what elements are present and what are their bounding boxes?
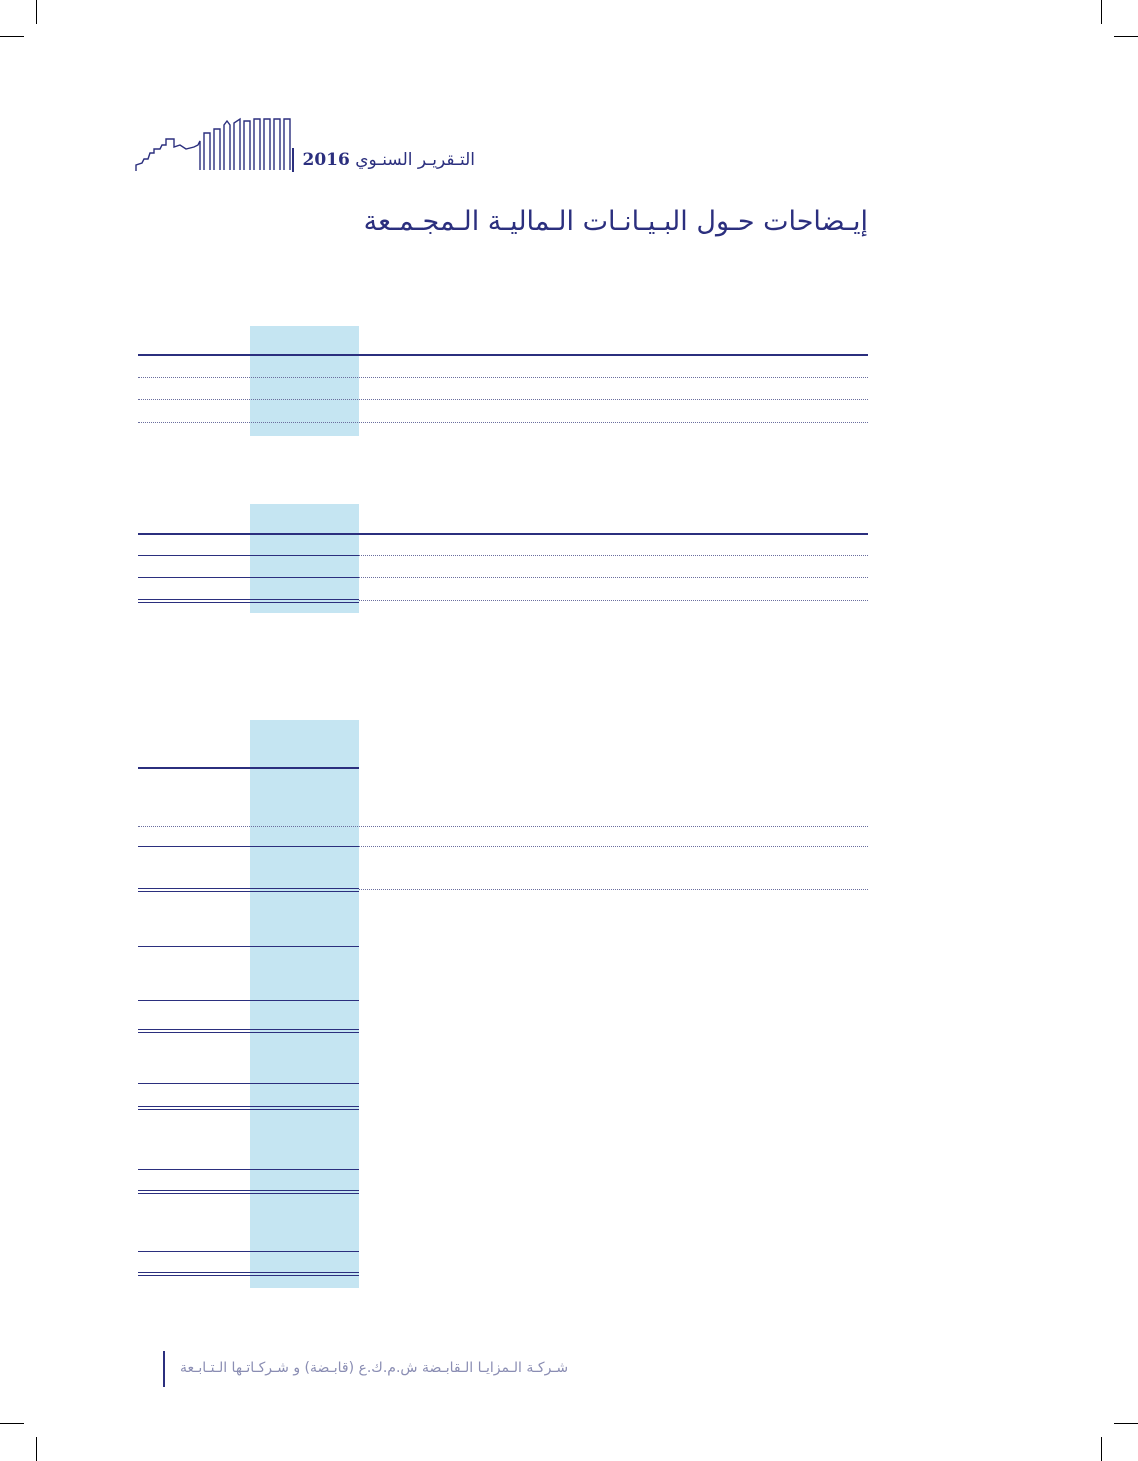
table-2-row-separator <box>359 600 868 601</box>
table-3-amount-rule <box>138 1000 359 1001</box>
report-header: التـقريـر السنـوي 2016 <box>300 150 476 170</box>
table-1-row-separator <box>138 377 868 378</box>
crop-mark-bottom-right-h <box>1114 1423 1138 1424</box>
table-1-header-rule <box>138 354 868 356</box>
table-2-header-rule <box>138 533 868 535</box>
crop-mark-top-left-h <box>0 36 24 37</box>
table-3-total-rule <box>138 1272 359 1276</box>
crop-mark-top-right-v <box>1101 0 1102 24</box>
table-3-total-rule <box>138 1029 359 1033</box>
table-1-row-separator <box>138 422 868 423</box>
footer-company-name: شـركـة الـمزايـا الـقابـضة ش.م.ك.ع (قابـ… <box>180 1360 569 1376</box>
report-title: التـقريـر السنـوي <box>355 150 475 170</box>
crop-mark-top-right-h <box>1114 36 1138 37</box>
table-3-amount-rule <box>138 1169 359 1170</box>
table-3-amount-rule <box>138 1251 359 1252</box>
table-3-total-rule <box>138 888 359 892</box>
table-2-row-separator <box>359 555 868 556</box>
table-2-highlight-column <box>250 504 359 613</box>
header-divider <box>292 148 294 172</box>
table-3-total-rule <box>138 1190 359 1194</box>
crop-mark-top-left-v <box>36 0 37 24</box>
crop-mark-bottom-left-v <box>36 1437 37 1461</box>
report-year: 2016 <box>302 150 350 170</box>
table-2-row-separator <box>359 577 868 578</box>
table-3-highlight-column <box>250 720 359 1288</box>
table-3-header-rule <box>138 767 359 769</box>
table-2-amount-rule <box>138 577 359 578</box>
skyline-logo-icon <box>135 117 291 171</box>
page-title: إيـضاحات حـول البـيـانـات الـماليـة الـم… <box>363 206 868 237</box>
table-3-row-separator <box>359 889 868 890</box>
table-1-highlight-column <box>250 326 359 436</box>
table-3-amount-rule <box>138 946 359 947</box>
table-2-total-rule <box>138 599 359 603</box>
table-3-row-separator <box>138 826 868 827</box>
table-3-row-separator <box>359 846 868 847</box>
table-3-amount-rule <box>138 846 359 847</box>
table-2-amount-rule <box>138 555 359 556</box>
crop-mark-bottom-right-v <box>1101 1437 1102 1461</box>
footer-divider <box>163 1351 165 1387</box>
table-1-row-separator <box>138 399 868 400</box>
table-3-amount-rule <box>138 1083 359 1084</box>
crop-mark-bottom-left-h <box>0 1423 24 1424</box>
table-3-total-rule <box>138 1106 359 1110</box>
